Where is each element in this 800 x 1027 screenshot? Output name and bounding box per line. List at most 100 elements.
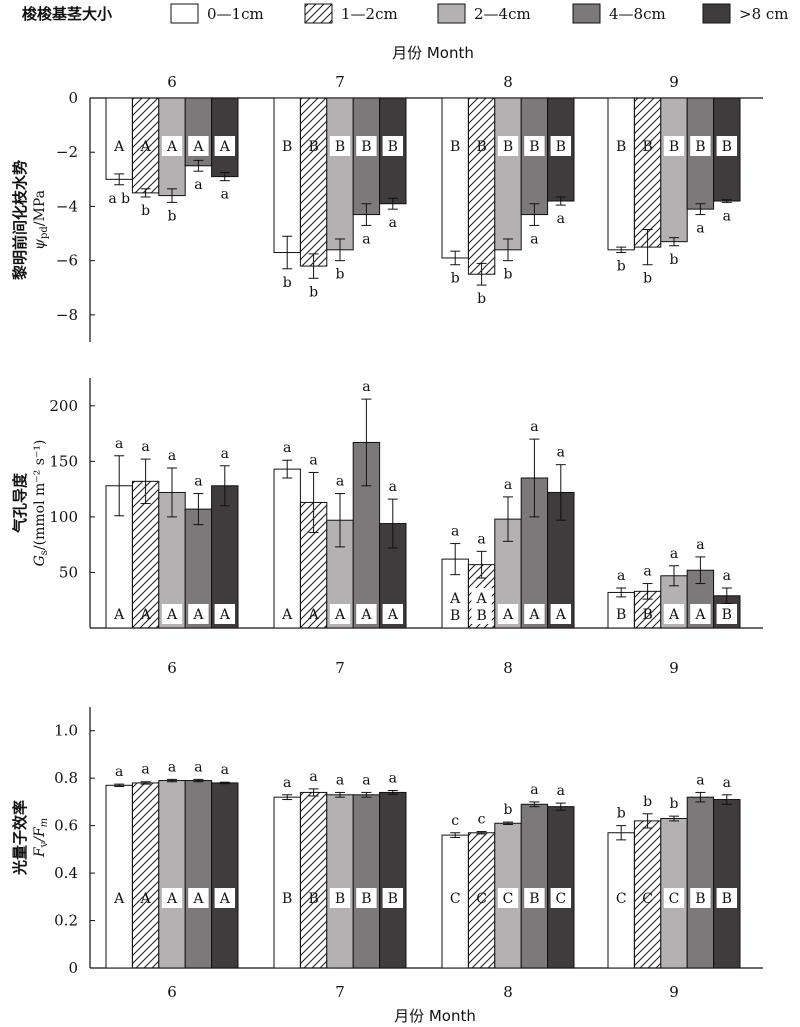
x-tick-label-psi: 6 (167, 73, 177, 91)
x-tick-label-gs: 9 (669, 659, 679, 677)
bar (131, 782, 160, 969)
legend-title: 梭梭基茎大小 (22, 5, 112, 23)
group-letter-lower: a (389, 771, 397, 787)
group-letter-upper: A (219, 891, 231, 907)
group-letter-lower: b (309, 284, 318, 300)
group-letter-upper: A (192, 891, 204, 907)
group-letter-upper: A (140, 139, 152, 155)
bar (547, 806, 575, 969)
group-letter-lower: a (477, 531, 485, 547)
y-axis-title-psi: 黎明前间化枝水势 ψpd/MPa (11, 160, 50, 280)
y-tick-label-fvfm: 0.8 (54, 769, 78, 787)
group-letter-upper: B (722, 891, 732, 907)
y-tick-label-fvfm: 1.0 (54, 722, 78, 740)
bottom-axis-title: 月份 Month (394, 1007, 476, 1025)
group-letter-upper: B (616, 607, 626, 623)
bar (158, 780, 186, 969)
group-letter-lower: a (362, 379, 370, 395)
group-letter-upper: A (140, 607, 152, 623)
group-letter-lower: b (504, 267, 513, 283)
group-letter-upper: B (282, 891, 292, 907)
legend-label-1: 0—1cm (207, 5, 264, 23)
group-letter-upper: B (282, 139, 292, 155)
group-letter-lower: a (389, 479, 397, 495)
y-tick-label-fvfm: 0.4 (54, 864, 78, 882)
group-letter-upper: A (334, 607, 346, 623)
group-letter-upper: A (449, 591, 461, 607)
group-letter-upper: B (695, 139, 705, 155)
group-letter-upper: C (476, 891, 487, 907)
y-tick-label-fvfm: 0 (68, 959, 78, 977)
group-letter-lower: a (643, 564, 651, 580)
letter-box (356, 888, 377, 908)
group-letter-lower: a (723, 775, 731, 791)
bar (211, 782, 239, 969)
legend-swatch-2 (304, 3, 333, 24)
y-axis-title-cn-fvfm: 光量子效率 (11, 800, 29, 876)
group-letter-lower: a (194, 759, 202, 775)
group-letter-lower: a (696, 221, 704, 237)
letter-box (497, 136, 519, 156)
legend: 梭梭基茎大小 0—1cm 1—2cm 2—4cm 4—8cm >8 cm (22, 3, 789, 24)
group-letter-upper: C (503, 891, 514, 907)
group-letter-upper: B (642, 607, 652, 623)
group-letter-upper: A (219, 139, 231, 155)
group-letter-lower: a (221, 187, 229, 203)
group-letter-lower: b (336, 267, 345, 283)
group-letter-lower: a (115, 436, 123, 452)
letter-box (356, 136, 377, 156)
y-axis-title-cn-psi: 黎明前间化枝水势 (11, 160, 29, 280)
group-letter-lower: a (283, 440, 291, 456)
group-letter-lower: a (557, 211, 565, 227)
group-letter-lower: a (336, 772, 344, 788)
bar (273, 468, 301, 629)
group-letter-upper: A (555, 607, 567, 623)
letter-box (188, 888, 209, 908)
legend-item-2: 1—2cm (304, 3, 398, 24)
letter-box (188, 136, 209, 156)
letter-box (690, 604, 711, 624)
letter-box (188, 604, 209, 624)
group-letter-upper: A (192, 139, 204, 155)
group-letter-upper: A (113, 891, 125, 907)
letter-box (161, 136, 183, 156)
x-tick-label-gs: 6 (167, 659, 177, 677)
group-letter-upper: B (695, 891, 705, 907)
top-axis-title: 月份 Month (392, 44, 474, 62)
legend-label-3: 2—4cm (474, 5, 531, 23)
y-tick-label-fvfm: 0.2 (54, 912, 78, 930)
y-axis-title-sym-gs: Gs/(mmol m⁻² s⁻¹) (32, 440, 50, 567)
legend-label-4: 4—8cm (609, 5, 666, 23)
group-letter-lower: a (115, 764, 123, 780)
group-letter-upper: A (694, 607, 706, 623)
group-letter-upper: B (335, 139, 345, 155)
group-letter-upper: B (722, 607, 732, 623)
letter-box (716, 888, 737, 908)
bar (379, 791, 407, 969)
legend-swatch-4 (572, 3, 601, 24)
group-letter-lower: b (168, 208, 177, 224)
group-letter-upper: B (556, 139, 566, 155)
letter-box (214, 136, 235, 156)
group-letter-upper: A (476, 591, 488, 607)
bar (273, 97, 301, 254)
group-letter-upper: B (361, 891, 371, 907)
group-letter-lower: a (141, 439, 149, 455)
bar (352, 97, 381, 216)
group-letter-upper: A (308, 607, 320, 623)
group-letter-lower: a (309, 452, 317, 468)
y-tick-label-psi: −2 (56, 143, 78, 161)
y-tick-label-gs: 50 (59, 563, 78, 581)
letter-box (497, 888, 519, 908)
group-letter-upper: A (166, 891, 178, 907)
bar (273, 796, 301, 969)
group-letter-upper: A (281, 607, 293, 623)
letter-box (356, 604, 377, 624)
group-letter-upper: C (555, 891, 566, 907)
group-letter-lower: a b (108, 191, 130, 207)
group-letter-lower: a (530, 419, 538, 435)
group-letter-lower: a (723, 568, 731, 584)
x-tick-label-psi: 8 (503, 73, 513, 91)
